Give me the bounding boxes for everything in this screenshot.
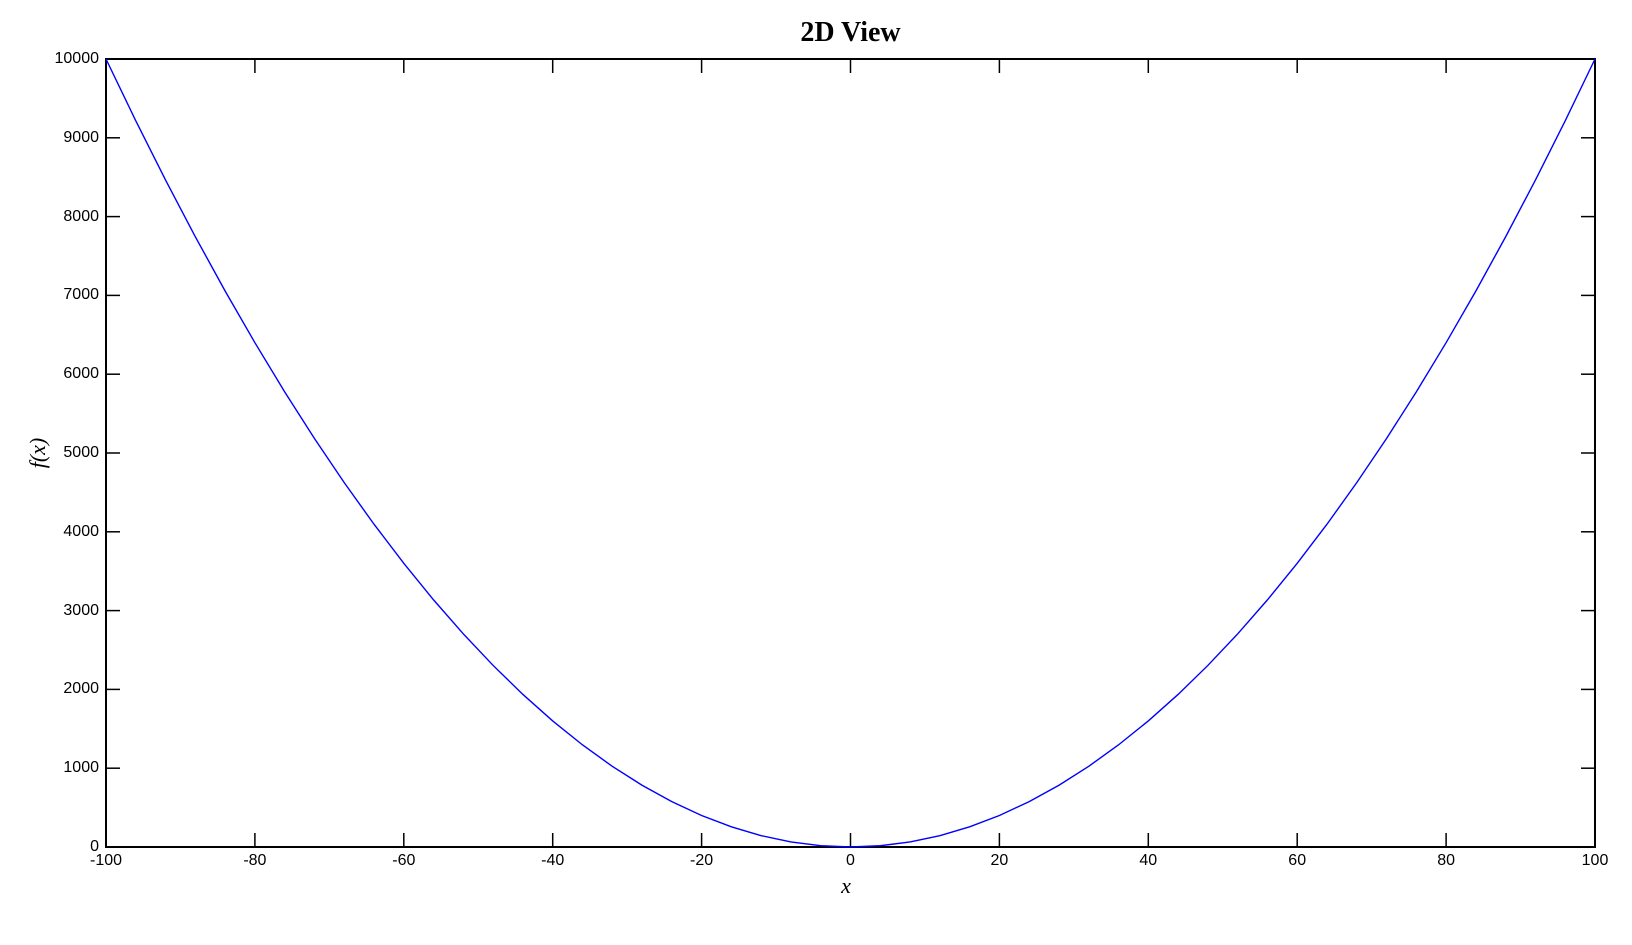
y-tick-label: 3000 <box>63 601 99 619</box>
x-tick-label: -80 <box>243 852 267 869</box>
x-tick-label: 40 <box>1139 852 1158 869</box>
x-tick-label: -40 <box>541 852 565 869</box>
function-curve <box>105 58 1596 848</box>
y-tick-label: 5000 <box>63 444 99 461</box>
chart-title: 2D View <box>800 17 901 48</box>
y-tick-label: 2000 <box>63 680 99 698</box>
y-tick-label: 8000 <box>63 207 99 225</box>
x-tick-label: -100 <box>89 852 123 869</box>
x-tick-label: 0 <box>846 852 855 869</box>
x-axis-label: x <box>841 873 851 898</box>
x-tick-label: 100 <box>1581 852 1609 869</box>
x-tick-label: 20 <box>990 852 1009 869</box>
x-tick-label: -60 <box>392 852 416 869</box>
x-tick-label: 60 <box>1288 852 1307 869</box>
x-tick-label: -20 <box>690 852 714 869</box>
x-tick-label: 80 <box>1437 852 1455 869</box>
y-tick-label: 6000 <box>63 365 99 383</box>
y-tick-label: 9000 <box>63 128 99 146</box>
y-tick-label: 7000 <box>63 286 99 304</box>
y-tick-label: 4000 <box>63 522 99 540</box>
y-tick-label: 0 <box>90 838 99 855</box>
y-tick-label: 10000 <box>54 50 100 67</box>
y-tick-label: 1000 <box>63 759 99 777</box>
plot-box <box>105 58 1596 848</box>
